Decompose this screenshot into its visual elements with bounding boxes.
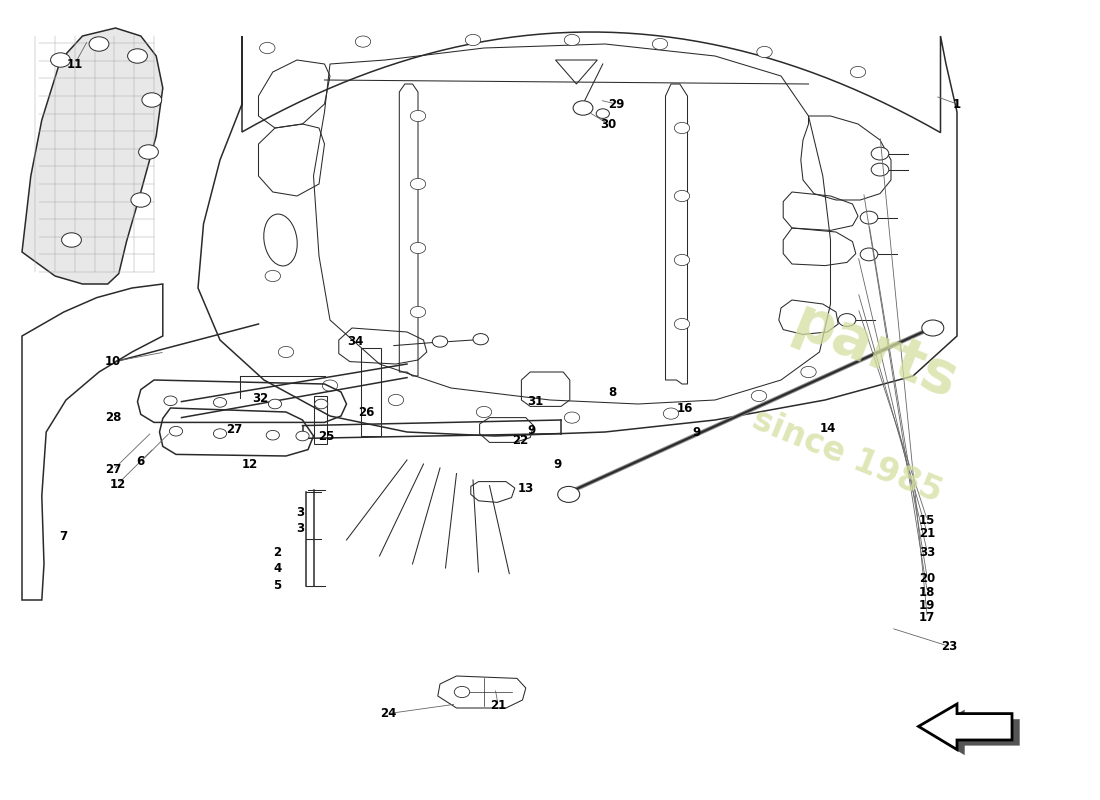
- Circle shape: [473, 334, 488, 345]
- Text: since 1985: since 1985: [747, 403, 947, 509]
- Text: 12: 12: [110, 478, 125, 490]
- Text: 8: 8: [608, 386, 617, 398]
- Circle shape: [265, 270, 280, 282]
- Circle shape: [410, 110, 426, 122]
- Text: 9: 9: [527, 424, 536, 437]
- Text: 17: 17: [920, 611, 935, 624]
- Text: 13: 13: [518, 482, 534, 494]
- Text: 9: 9: [553, 458, 562, 470]
- Text: 2: 2: [273, 546, 282, 558]
- Circle shape: [139, 145, 158, 159]
- Text: 19: 19: [920, 599, 935, 612]
- Text: 30: 30: [601, 118, 616, 130]
- Text: 27: 27: [106, 463, 121, 476]
- Circle shape: [296, 431, 309, 441]
- Circle shape: [131, 193, 151, 207]
- Text: 12: 12: [242, 458, 257, 470]
- Circle shape: [922, 320, 944, 336]
- Text: 7: 7: [59, 530, 68, 542]
- Text: 18: 18: [920, 586, 935, 598]
- Polygon shape: [22, 28, 163, 284]
- Circle shape: [89, 37, 109, 51]
- Circle shape: [260, 42, 275, 54]
- Circle shape: [322, 380, 338, 391]
- Circle shape: [871, 163, 889, 176]
- Circle shape: [169, 426, 183, 436]
- Polygon shape: [926, 710, 1020, 755]
- Text: 21: 21: [920, 527, 935, 540]
- Text: 26: 26: [359, 406, 374, 418]
- Text: 23: 23: [942, 640, 957, 653]
- Circle shape: [860, 211, 878, 224]
- Text: 20: 20: [920, 572, 935, 585]
- Text: 11: 11: [67, 58, 82, 70]
- Text: 29: 29: [608, 98, 624, 110]
- Text: 3: 3: [296, 522, 305, 534]
- Text: 5: 5: [273, 579, 282, 592]
- Circle shape: [564, 412, 580, 423]
- Text: 4: 4: [273, 562, 282, 574]
- Circle shape: [62, 233, 81, 247]
- Circle shape: [757, 46, 772, 58]
- Circle shape: [454, 686, 470, 698]
- Circle shape: [558, 486, 580, 502]
- Text: 15: 15: [920, 514, 935, 526]
- Circle shape: [838, 314, 856, 326]
- Circle shape: [410, 306, 426, 318]
- Text: 25: 25: [319, 430, 334, 442]
- Circle shape: [213, 429, 227, 438]
- Circle shape: [674, 122, 690, 134]
- Circle shape: [128, 49, 147, 63]
- Text: 9: 9: [692, 426, 701, 438]
- Circle shape: [142, 93, 162, 107]
- Circle shape: [51, 53, 70, 67]
- Circle shape: [674, 318, 690, 330]
- Circle shape: [850, 66, 866, 78]
- Text: 22: 22: [513, 434, 528, 446]
- Circle shape: [465, 34, 481, 46]
- Text: 34: 34: [348, 335, 363, 348]
- Circle shape: [871, 147, 889, 160]
- Circle shape: [596, 109, 609, 118]
- Text: 28: 28: [106, 411, 121, 424]
- Circle shape: [410, 242, 426, 254]
- Circle shape: [315, 399, 328, 409]
- Circle shape: [164, 396, 177, 406]
- Text: 14: 14: [821, 422, 836, 434]
- Circle shape: [860, 248, 878, 261]
- Circle shape: [388, 394, 404, 406]
- Circle shape: [663, 408, 679, 419]
- Circle shape: [674, 254, 690, 266]
- Circle shape: [476, 406, 492, 418]
- Text: parts: parts: [784, 294, 965, 410]
- Circle shape: [213, 398, 227, 407]
- Circle shape: [564, 34, 580, 46]
- Circle shape: [355, 36, 371, 47]
- Text: 1: 1: [953, 98, 961, 110]
- Text: 16: 16: [678, 402, 693, 414]
- Text: 21: 21: [491, 699, 506, 712]
- Text: 3: 3: [296, 506, 305, 518]
- Circle shape: [801, 366, 816, 378]
- Circle shape: [674, 190, 690, 202]
- Circle shape: [432, 336, 448, 347]
- Circle shape: [652, 38, 668, 50]
- Text: 24: 24: [381, 707, 396, 720]
- Polygon shape: [918, 704, 1012, 750]
- Circle shape: [751, 390, 767, 402]
- Circle shape: [573, 101, 593, 115]
- Text: 32: 32: [253, 392, 268, 405]
- Text: 33: 33: [920, 546, 935, 558]
- Circle shape: [410, 178, 426, 190]
- Circle shape: [278, 346, 294, 358]
- Circle shape: [268, 399, 282, 409]
- Text: 10: 10: [106, 355, 121, 368]
- Circle shape: [266, 430, 279, 440]
- Text: 6: 6: [136, 455, 145, 468]
- Text: 31: 31: [528, 395, 543, 408]
- Text: 27: 27: [227, 423, 242, 436]
